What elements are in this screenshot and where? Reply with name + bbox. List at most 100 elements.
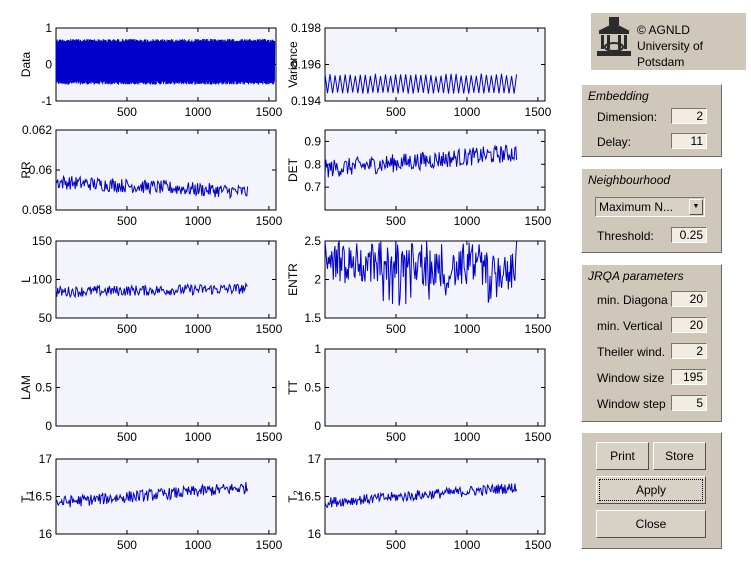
jrqa-title: JRQA parameters xyxy=(588,269,684,283)
neighbourhood-select[interactable]: Maximum N... ▼ xyxy=(595,197,705,217)
close-button[interactable]: Close xyxy=(596,510,706,538)
ylabel: Variance xyxy=(286,41,300,88)
chart-l: 50 100 150 500 1000 1500 L xyxy=(19,234,283,336)
axes-frame xyxy=(324,458,546,535)
ylabel-subscript: 2 xyxy=(292,490,302,495)
ytick-label: 0 xyxy=(45,58,52,72)
chevron-down-icon[interactable]: ▼ xyxy=(689,199,703,215)
chart-t2: 16 16.5 17 500 1000 1500 T2 xyxy=(286,452,552,552)
xtick-label: 1500 xyxy=(525,214,552,228)
apply-button[interactable]: Apply xyxy=(596,476,706,504)
xtick-label: 500 xyxy=(386,214,406,228)
min-diagonal-label: min. Diagona xyxy=(597,293,668,307)
min-vertical-label: min. Vertical xyxy=(597,319,663,333)
series-line xyxy=(56,481,249,508)
ytick-label: 16 xyxy=(308,527,322,541)
ylabel: TT xyxy=(286,380,300,395)
window-size-field[interactable]: 195 xyxy=(671,369,707,385)
series-line xyxy=(55,174,249,200)
ytick-label: -1 xyxy=(41,94,52,108)
min-vertical-field[interactable]: 20 xyxy=(671,317,707,333)
ylabel: ENTR xyxy=(286,263,300,296)
xtick-label: 1500 xyxy=(525,538,552,552)
ytick-label: 0.198 xyxy=(291,21,321,35)
ylabel: DET xyxy=(286,157,300,182)
neighbourhood-title: Neighbourhood xyxy=(588,173,671,187)
store-button[interactable]: Store xyxy=(653,442,706,470)
jrqa-panel: JRQA parameters min. Diagona 20 min. Ver… xyxy=(581,264,722,422)
xtick-label: 500 xyxy=(117,105,137,119)
ytick-label: 0.06 xyxy=(29,163,53,177)
series-line xyxy=(55,38,276,85)
series-line xyxy=(324,73,518,94)
ytick-label: 50 xyxy=(39,311,53,325)
ytick-label: 0.194 xyxy=(291,94,321,108)
ytick-label: 0 xyxy=(45,419,52,433)
axes-frame xyxy=(55,129,277,211)
ytick-label: 0.058 xyxy=(22,203,52,217)
logo-line-1: © AGNLD xyxy=(637,23,690,37)
ylabel-subscript: 1 xyxy=(25,490,35,495)
xtick-label: 500 xyxy=(386,105,406,119)
ytick-label: 16.5 xyxy=(298,490,322,504)
ytick-label: 0.5 xyxy=(35,381,52,395)
ytick-label: 17 xyxy=(308,452,322,466)
xtick-label: 500 xyxy=(117,214,137,228)
xtick-label: 1000 xyxy=(454,430,481,444)
delay-label: Delay: xyxy=(597,135,632,149)
ytick-label: 1 xyxy=(45,21,52,35)
chart-variance: 0.194 0.196 0.198 500 1000 1500 Variance xyxy=(286,21,552,119)
xtick-label: 1500 xyxy=(525,105,552,119)
threshold-field[interactable]: 0.25 xyxy=(671,227,707,243)
xtick-label: 500 xyxy=(386,322,406,336)
delay-field[interactable]: 11 xyxy=(671,133,707,149)
xtick-label: 500 xyxy=(117,430,137,444)
neighbourhood-panel: Neighbourhood Maximum N... ▼ Threshold: … xyxy=(581,168,722,253)
xtick-label: 1500 xyxy=(256,105,283,119)
chart-entr: 1.5 2 2.5 500 1000 1500 ENTR xyxy=(286,234,552,336)
xtick-label: 1500 xyxy=(256,538,283,552)
ytick-label: 2 xyxy=(314,273,321,287)
ytick-label: 2.5 xyxy=(304,234,321,248)
dimension-label: Dimension: xyxy=(597,110,658,124)
window-step-label: Window step xyxy=(597,397,666,411)
xtick-label: 1000 xyxy=(185,538,212,552)
embedding-title: Embedding xyxy=(588,89,649,103)
ylabel: Data xyxy=(19,52,33,78)
axes-frame xyxy=(55,240,277,319)
ytick-label: 0.8 xyxy=(304,157,321,171)
ytick-label: 16 xyxy=(39,527,53,541)
logo-line-3: Potsdam xyxy=(637,55,685,69)
ytick-label: 1 xyxy=(45,342,52,356)
xtick-label: 500 xyxy=(386,538,406,552)
ylabel: T2 xyxy=(286,490,302,502)
ylabel: RR xyxy=(19,161,33,179)
xtick-label: 500 xyxy=(386,430,406,444)
xtick-label: 1000 xyxy=(454,538,481,552)
ytick-label: 100 xyxy=(32,273,52,287)
min-diagonal-field[interactable]: 20 xyxy=(671,291,707,307)
xtick-label: 1000 xyxy=(185,430,212,444)
axes-frame xyxy=(324,348,546,427)
axes-frame xyxy=(55,458,277,535)
buttons-panel: Print Store Apply Close xyxy=(581,432,722,549)
xtick-label: 1000 xyxy=(185,322,212,336)
print-button[interactable]: Print xyxy=(596,442,649,470)
ytick-label: 0.9 xyxy=(304,134,321,148)
ytick-label: 0.5 xyxy=(304,381,321,395)
series-line xyxy=(55,281,248,299)
window-size-label: Window size xyxy=(597,371,665,385)
logo-line-2: University of xyxy=(637,39,704,53)
ytick-label: 1 xyxy=(314,342,321,356)
theiler-window-field[interactable]: 2 xyxy=(671,343,707,359)
theiler-window-label: Theiler wind. xyxy=(597,345,666,359)
embedding-panel: Embedding Dimension: 2 Delay: 11 xyxy=(581,84,722,157)
window-step-field[interactable]: 5 xyxy=(671,395,707,411)
series-line xyxy=(324,239,518,306)
axes-frame xyxy=(55,348,277,427)
dimension-field[interactable]: 2 xyxy=(671,108,707,124)
chart-rr: 0.058 0.06 0.062 500 1000 1500 RR xyxy=(19,123,283,228)
